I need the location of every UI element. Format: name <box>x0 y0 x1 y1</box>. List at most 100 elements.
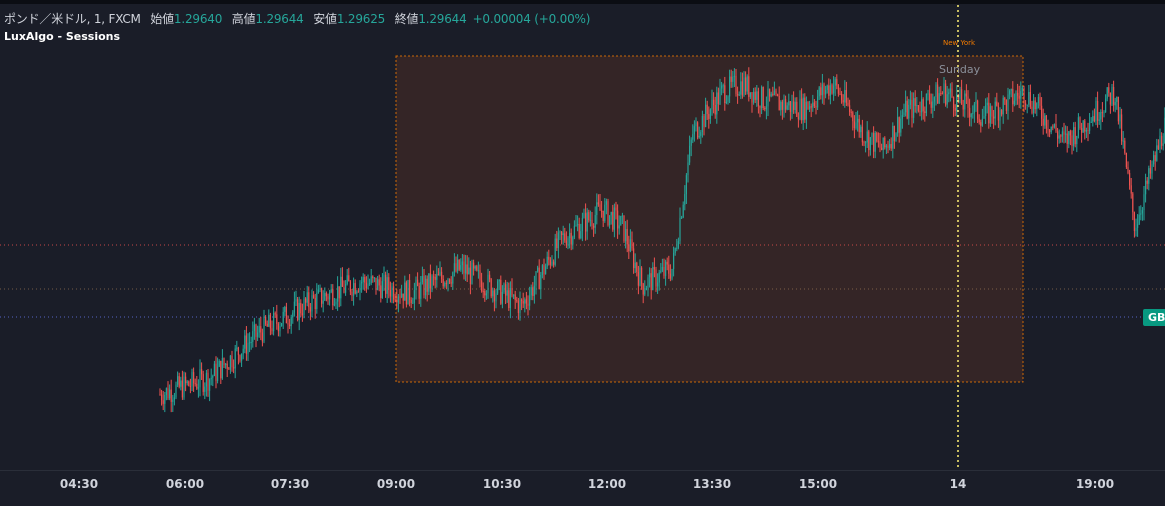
candle-body <box>855 122 857 129</box>
candle-body <box>498 279 500 282</box>
candle-body <box>313 295 315 298</box>
candle-body <box>786 105 788 110</box>
candle-body <box>701 115 703 133</box>
candle-body <box>1121 114 1123 142</box>
top-border <box>0 0 1165 4</box>
candle-body <box>697 122 699 138</box>
candle-body <box>169 389 171 399</box>
candle-body <box>1050 126 1052 133</box>
candle-body <box>1146 180 1148 184</box>
candle-body <box>1130 185 1132 194</box>
candle-body <box>729 76 731 97</box>
candle-body <box>538 267 540 290</box>
candle-body <box>212 375 214 378</box>
candle-body <box>581 217 583 232</box>
candle-body <box>258 326 260 333</box>
candle-body <box>1012 89 1014 105</box>
symbol-label[interactable]: ポンド／米ドル, 1, FXCM <box>4 12 141 26</box>
candle-body <box>1025 103 1027 105</box>
candle-body <box>389 289 391 297</box>
candle-body <box>914 98 916 106</box>
candle-body <box>746 76 748 92</box>
candle-body <box>463 261 465 274</box>
candle-body <box>354 283 356 294</box>
candle-body <box>959 89 961 100</box>
candle-body <box>1153 155 1155 165</box>
candle-body <box>917 105 919 111</box>
candle-body <box>1162 143 1164 146</box>
candle-body <box>457 259 459 271</box>
candle-body <box>849 105 851 112</box>
price-chart[interactable] <box>0 0 1165 470</box>
candle-body <box>882 137 884 151</box>
candle-body <box>332 289 334 306</box>
candle-body <box>681 217 683 219</box>
candle-body <box>317 289 319 293</box>
candle-body <box>572 237 574 245</box>
candle-body <box>234 348 236 369</box>
candle-body <box>879 141 881 148</box>
open-value: 1.29640 <box>173 12 223 26</box>
candle-body <box>903 112 905 116</box>
candle-body <box>887 145 889 148</box>
candle-body <box>1087 130 1089 132</box>
candle-body <box>889 144 891 148</box>
candle-body <box>450 282 452 284</box>
candle-body <box>191 372 193 387</box>
x-tick: 15:00 <box>798 477 838 491</box>
candle-body <box>999 110 1001 121</box>
candle-body <box>418 286 420 299</box>
candle-body <box>345 283 347 293</box>
candle-body <box>1145 180 1147 195</box>
candle-body <box>252 331 254 342</box>
candle-body <box>850 111 852 113</box>
candle-body <box>476 266 478 271</box>
candle-body <box>833 85 835 94</box>
candle-body <box>719 88 721 105</box>
time-axis[interactable]: 04:30 06:00 07:30 09:00 10:30 12:00 13:3… <box>0 470 1165 506</box>
candle-body <box>839 93 841 95</box>
candle-body <box>282 311 284 324</box>
candle-body <box>340 276 342 299</box>
candle-body <box>213 363 215 376</box>
candle-body <box>420 282 422 299</box>
candle-body <box>1079 117 1081 129</box>
candle-body <box>1137 224 1139 228</box>
candle-body <box>436 274 438 280</box>
candle-body <box>273 313 275 332</box>
candle-body <box>1103 112 1105 114</box>
candle-body <box>1105 98 1107 113</box>
candle-body <box>495 293 497 302</box>
indicator-label[interactable]: LuxAlgo - Sessions <box>4 30 121 43</box>
candle-body <box>341 276 343 287</box>
candle-body <box>607 201 609 226</box>
candle-body <box>954 108 956 111</box>
candle-body <box>1109 92 1111 105</box>
candle-body <box>1065 133 1067 135</box>
candle-body <box>316 292 318 310</box>
candle-body <box>1063 131 1065 135</box>
candle-body <box>370 276 372 284</box>
candle-body <box>756 91 758 100</box>
candle-body <box>229 355 231 370</box>
candle-body <box>506 290 508 296</box>
candle-body <box>505 284 507 296</box>
candle-body <box>165 388 167 395</box>
candle-body <box>479 270 481 281</box>
candle-body <box>525 299 527 304</box>
candle-body <box>937 84 939 104</box>
candle-body <box>898 117 900 133</box>
candle-body <box>761 87 763 109</box>
candle-body <box>865 142 867 144</box>
candle-body <box>754 91 756 100</box>
session-name-label: New York <box>943 39 976 47</box>
candle-body <box>943 83 945 94</box>
candle-body <box>386 277 388 294</box>
candle-body <box>733 75 735 77</box>
candle-body <box>207 372 209 391</box>
candle-body <box>980 122 982 126</box>
candle-body <box>185 376 187 384</box>
candle-body <box>677 241 679 248</box>
candle-body <box>997 105 999 121</box>
candle-body <box>362 277 364 282</box>
